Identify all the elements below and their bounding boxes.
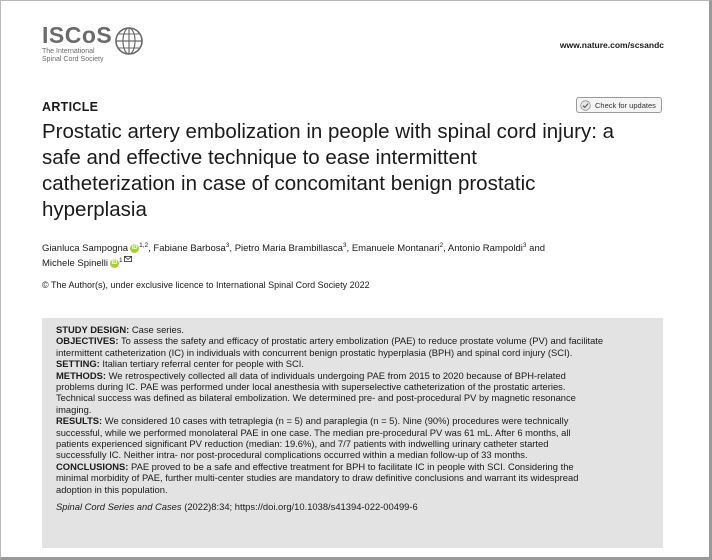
abstract-text-line: imaging. <box>56 403 92 415</box>
globe-icon <box>115 27 143 55</box>
iscos-logo: ISCoS The International Spinal Cord Soci… <box>42 22 152 66</box>
check-for-updates-button[interactable]: Check for updates <box>576 97 662 113</box>
author-list: Gianluca Sampogna iD 1,2, Fabiane Barbosa3… <box>42 241 546 270</box>
abstract-text-line: adoption in this population. <box>56 483 168 495</box>
email-icon[interactable] <box>123 256 132 262</box>
abstract-study-design: STUDY DESIGN: Case series. <box>56 324 184 335</box>
author-name[interactable]: Gianluca Sampogna iD 1,2 <box>42 241 149 254</box>
author-conjunction: and <box>529 243 546 254</box>
orcid-icon[interactable]: iD <box>130 243 140 253</box>
author-name[interactable]: Pietro Maria Brambillasca3 <box>234 241 347 254</box>
abstract-text-line: patients experienced significant PV redu… <box>56 438 549 450</box>
title-line: safe and effective technique to ease int… <box>42 146 477 169</box>
article-title: Prostatic artery embolization in people … <box>42 119 672 223</box>
abstract-methods: METHODS: We retrospectively collected al… <box>56 369 566 381</box>
abstract-text-line: problems during IC. PAE was performed un… <box>56 381 566 393</box>
abstract-text-line: minimal morbidity of PAE, further multi-… <box>56 472 579 484</box>
abstract-text-line: Technical success was defined as bilater… <box>56 392 576 404</box>
author-name[interactable]: Fabiane Barbosa3 <box>153 241 230 254</box>
abstract-setting: SETTING: Italian tertiary referral cente… <box>56 358 305 370</box>
journal-url[interactable]: www.nature.com/scsandc <box>559 40 664 50</box>
author-name[interactable]: Antonio Rampoldi3 <box>447 241 527 254</box>
title-line: Prostatic artery embolization in people … <box>42 120 614 143</box>
title-line: hyperplasia <box>42 198 147 221</box>
abstract-text-line: successful, while we performed monolater… <box>56 426 571 438</box>
bookmark-check-icon <box>580 99 591 111</box>
abstract-box: STUDY DESIGN: Case series. OBJECTIVES: T… <box>42 318 663 548</box>
logo-subtitle-line1: The International <box>42 48 95 55</box>
logo-subtitle-line2: Spinal Cord Society <box>42 56 104 63</box>
citation-line[interactable]: Spinal Cord Series and Cases (2022)8:34;… <box>56 501 418 513</box>
copyright-notice: © The Author(s), under exclusive licence… <box>42 280 370 290</box>
author-name[interactable]: Emanuele Montanari2 <box>351 241 444 254</box>
check-updates-label: Check for updates <box>595 100 656 110</box>
author-name[interactable]: Michele Spinelli iD 1 <box>42 256 132 269</box>
abstract-text-line: intermittent catheterization (IC) in ind… <box>56 346 573 358</box>
title-line: catheterization in case of concomitant b… <box>42 172 536 195</box>
logo-wordmark: ISCoS <box>42 22 113 48</box>
abstract-text-line: successfully IC. Neither intra- nor post… <box>56 449 528 461</box>
article-type-label: ARTICLE <box>42 100 99 114</box>
abstract-conclusions: CONCLUSIONS: PAE proved to be a safe and… <box>56 460 574 472</box>
orcid-icon[interactable]: iD <box>110 259 120 269</box>
abstract-objectives: OBJECTIVES: To assess the safety and eff… <box>56 335 604 347</box>
abstract-results: RESULTS: We considered 10 cases with tet… <box>56 415 569 427</box>
